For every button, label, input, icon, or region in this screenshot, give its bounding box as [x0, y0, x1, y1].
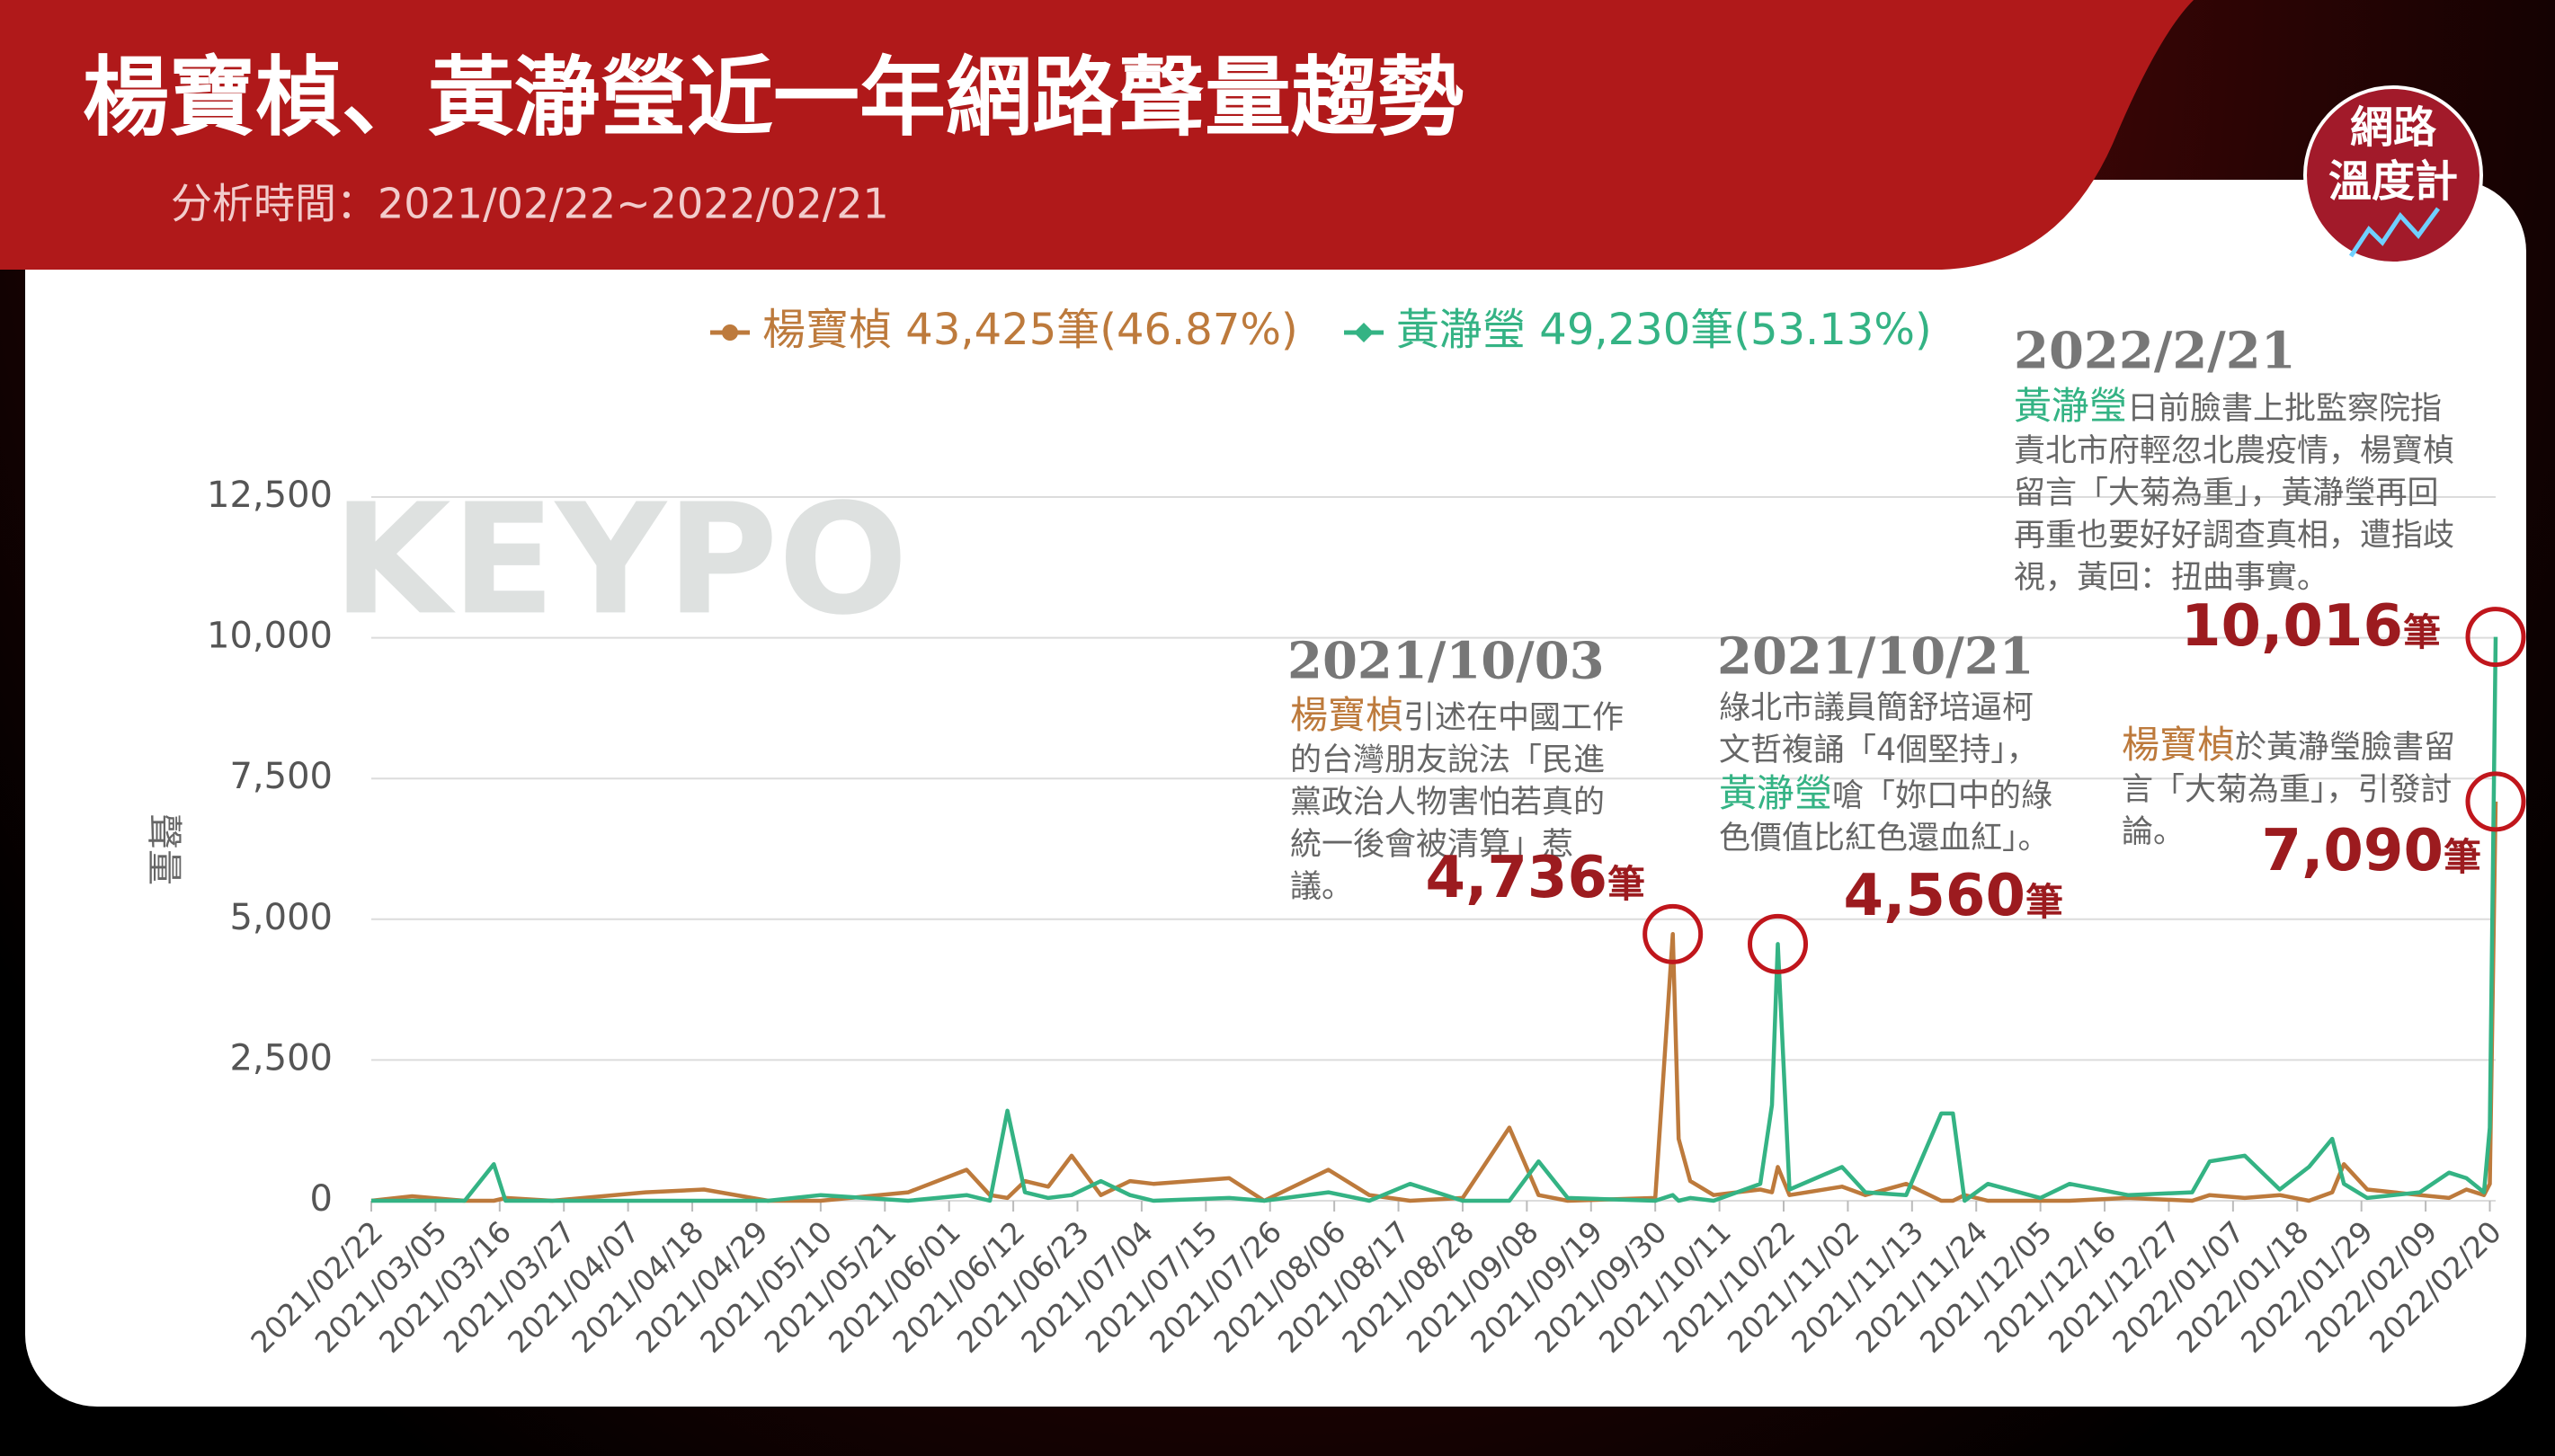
annotation-date: 2021/10/21 — [1717, 627, 2034, 687]
y-tick-label: 5,000 — [229, 897, 333, 938]
annotation-text: 黃瀞瑩日前臉書上批監察院指責北市府輕忽北農疫情，楊寶楨留言「大菊為重」，黃瀞瑩再… — [2014, 385, 2459, 599]
value-unit: 筆 — [2443, 835, 2481, 879]
watermark: KEYPO — [333, 471, 908, 649]
annotation-value: 4,560筆 — [1844, 863, 2063, 929]
value-label: 7,090 — [2261, 818, 2444, 884]
legend-note: 43,425筆(46.87%) — [905, 305, 1297, 355]
value-unit: 筆 — [1607, 862, 1645, 906]
y-tick-label: 12,500 — [207, 475, 333, 516]
annotation-date: 2022/2/21 — [2014, 322, 2296, 381]
annotation-part: 嗆「妳口中的綠色價值比紅色還血紅」。 — [1719, 778, 2053, 857]
highlight-circle — [1748, 913, 1809, 974]
highlight-circle — [2465, 607, 2526, 668]
annotation-value: 7,090筆 — [2262, 818, 2481, 884]
y-tick-label: 0 — [310, 1178, 333, 1220]
series-line — [371, 636, 2498, 1203]
annotation-part: 綠北市議員簡舒培逼柯文哲複誦「4個堅持」， — [1719, 690, 2038, 768]
subtitle: 分析時間：2021/02/22~2022/02/21 — [171, 180, 889, 228]
series-line — [370, 801, 2498, 1203]
logo-text: 溫度計 — [2328, 156, 2458, 207]
legend-note: 49,230筆(53.13%) — [1539, 305, 1931, 355]
annotation-highlight: 楊寶楨 — [2122, 723, 2236, 767]
value-unit: 筆 — [2402, 610, 2441, 654]
legend-name: 楊寶楨 — [762, 305, 892, 355]
legend-name: 黃瀞瑩 — [1396, 305, 1526, 355]
annotation-text: 綠北市議員簡舒培逼柯文哲複誦「4個堅持」，黃瀞瑩嗆「妳口中的綠色價值比紅色還血紅… — [1719, 688, 2061, 860]
annotation-highlight: 楊寶楨 — [1290, 693, 1404, 737]
value-label: 10,016 — [2181, 593, 2403, 660]
y-tick-label: 2,500 — [229, 1037, 333, 1079]
annotation-text: 楊寶楨於黃瀞瑩臉書留言「大菊為重」，引發討論。 — [2122, 724, 2481, 854]
legend-marker — [1354, 323, 1374, 342]
legend-entry: 楊寶楨 43,425筆(46.87%) — [762, 305, 1298, 355]
value-unit: 筆 — [2025, 880, 2063, 924]
y-tick-label: 7,500 — [229, 756, 333, 797]
annotation-text: 楊寶楨引述在中國工作的台灣朋友說法「民進黨政治人物害怕若真的統一後會被清算」惹議… — [1290, 694, 1627, 909]
annotation-date: 2021/10/03 — [1287, 632, 1605, 691]
y-axis-label: 聲量 — [143, 813, 184, 885]
annotation-part: 引述在中國工作的台灣朋友說法「民進黨政治人物害怕若真的統一後會被清算」惹議。 — [1290, 700, 1625, 905]
legend-marker — [722, 324, 738, 341]
highlight-circle — [1642, 903, 1704, 964]
value-label: 4,560 — [1843, 863, 2025, 929]
annotation-value: 4,736筆 — [1426, 845, 1645, 911]
card — [25, 180, 2526, 1407]
header-band — [0, 0, 2194, 270]
title: 楊寶楨、黃瀞瑩近一年網路聲量趨勢 — [83, 47, 1464, 147]
annotation-highlight: 黃瀞瑩 — [2014, 384, 2128, 428]
logo-wave — [2348, 207, 2441, 258]
value-label: 4,736 — [1425, 845, 1607, 911]
legend-entry: 黃瀞瑩 49,230筆(53.13%) — [1396, 305, 1932, 355]
highlight-circle — [2465, 771, 2526, 832]
annotation-part: 日前臉書上批監察院指責北市府輕忽北農疫情，楊寶楨留言「大菊為重」，黃瀞瑩再回再重… — [2014, 391, 2455, 596]
annotation-part: 於黃瀞瑩臉書留言「大菊為重」，引發討論。 — [2122, 730, 2456, 850]
y-tick-label: 10,000 — [207, 616, 333, 657]
logo-text: 網路 — [2350, 102, 2437, 153]
annotation-value: 10,016筆 — [2181, 593, 2441, 660]
annotation-highlight: 黃瀞瑩 — [1719, 771, 1833, 815]
logo — [2303, 85, 2483, 265]
